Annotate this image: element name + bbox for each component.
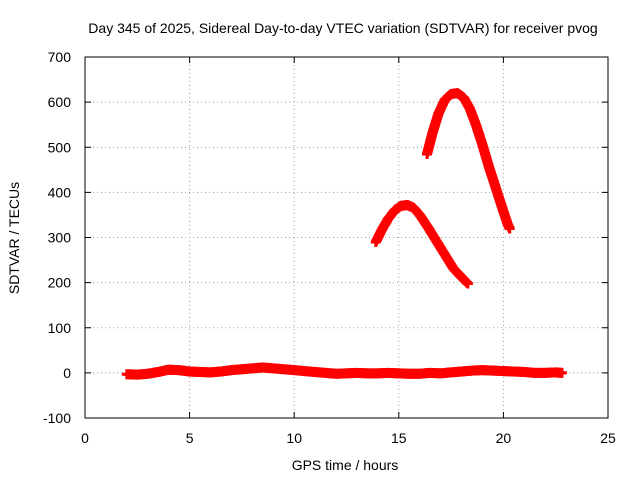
- trace-marker: [504, 222, 515, 233]
- y-tick-label: 100: [48, 320, 72, 336]
- chart-title: Day 345 of 2025, Sidereal Day-to-day VTE…: [88, 20, 597, 36]
- y-axis-label: SDTVAR / TECUs: [6, 182, 22, 294]
- y-tick-label: 600: [48, 94, 72, 110]
- data-points: [121, 88, 567, 380]
- x-axis-label: GPS time / hours: [292, 457, 399, 473]
- x-tick-label: 20: [496, 430, 512, 446]
- y-tick-label: 400: [48, 184, 72, 200]
- y-tick-label: 0: [63, 365, 71, 381]
- trace-marker: [461, 277, 472, 288]
- series-2: [422, 88, 515, 234]
- series-3: [121, 362, 567, 380]
- x-tick-label: 5: [186, 430, 194, 446]
- x-tick-label: 0: [81, 430, 89, 446]
- y-tick-label: -100: [43, 410, 71, 426]
- series-1: [370, 200, 473, 289]
- y-tick-label: 300: [48, 230, 72, 246]
- x-tick-label: 15: [391, 430, 407, 446]
- axes: 0 5 10 15 20 25 -100 0 100 200 300 400 500 600 700: [43, 49, 616, 446]
- x-tick-label: 25: [600, 430, 616, 446]
- x-tick-label: 10: [286, 430, 302, 446]
- grid: [85, 57, 608, 418]
- y-tick-label: 700: [48, 49, 72, 65]
- trace-marker: [555, 367, 566, 378]
- y-tick-label: 200: [48, 275, 72, 291]
- y-tick-label: 500: [48, 139, 72, 155]
